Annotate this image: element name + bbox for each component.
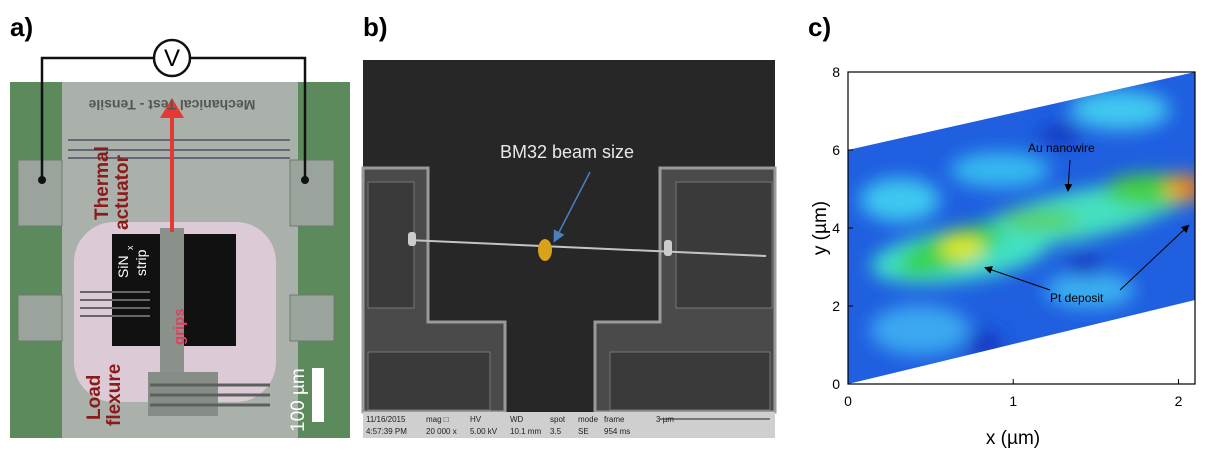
y-axis-label: y (µm) (810, 201, 831, 255)
footer-value: SE (578, 427, 589, 436)
sin-subscript: x (125, 245, 135, 250)
actuator-label: actuator (112, 154, 133, 230)
footer-header: 11/16/2015 (366, 415, 406, 424)
footer-value: 10.1 mm (510, 427, 541, 436)
annotation: Pt deposit (1050, 291, 1104, 305)
footer-header: WD (510, 415, 524, 424)
footer-value: 20 000 x (426, 427, 457, 436)
scale-bar-label: 100 µm (288, 368, 309, 432)
flexure-label: flexure (104, 364, 125, 426)
heatmap (848, 72, 1205, 384)
footer-header: spot (550, 415, 566, 424)
x-axis-label: x (µm) (986, 428, 1040, 449)
annotation: Au nanowire (1028, 141, 1095, 155)
footer-value: 5.00 kV (470, 427, 498, 436)
strip-label: strip (133, 249, 149, 276)
panel-label: a) (10, 12, 33, 42)
panel-label: b) (363, 12, 388, 42)
load-label: Load (84, 375, 105, 420)
sin-label: SiN (115, 255, 131, 278)
y-tick-label: 2 (832, 298, 840, 314)
grips-label: grips (171, 308, 188, 345)
figure: a) V Mechanical Test - Tensile Thermal a… (0, 0, 1208, 452)
y-tick-label: 6 (832, 142, 840, 158)
y-tick-label: 0 (832, 376, 840, 392)
sem-image (363, 60, 775, 438)
footer-value: 3.5 (550, 427, 562, 436)
footer-value: 4:57:39 PM (366, 427, 407, 436)
beam-callout: BM32 beam size (500, 142, 634, 162)
footer-header: frame (604, 415, 625, 424)
footer-header: HV (470, 415, 482, 424)
footer-header: mag □ (426, 415, 449, 424)
footer-header: mode (578, 415, 599, 424)
footer-value: 954 ms (604, 427, 630, 436)
y-tick-label: 4 (832, 220, 840, 236)
panel-label: c) (808, 12, 831, 42)
x-tick-label: 2 (1175, 393, 1183, 409)
chip-label: Mechanical Test - Tensile (88, 97, 255, 113)
x-tick-label: 0 (844, 393, 852, 409)
y-tick-label: 8 (832, 64, 840, 80)
thermal-label: Thermal (92, 146, 113, 220)
voltmeter-label: V (164, 45, 180, 72)
x-tick-label: 1 (1009, 393, 1017, 409)
